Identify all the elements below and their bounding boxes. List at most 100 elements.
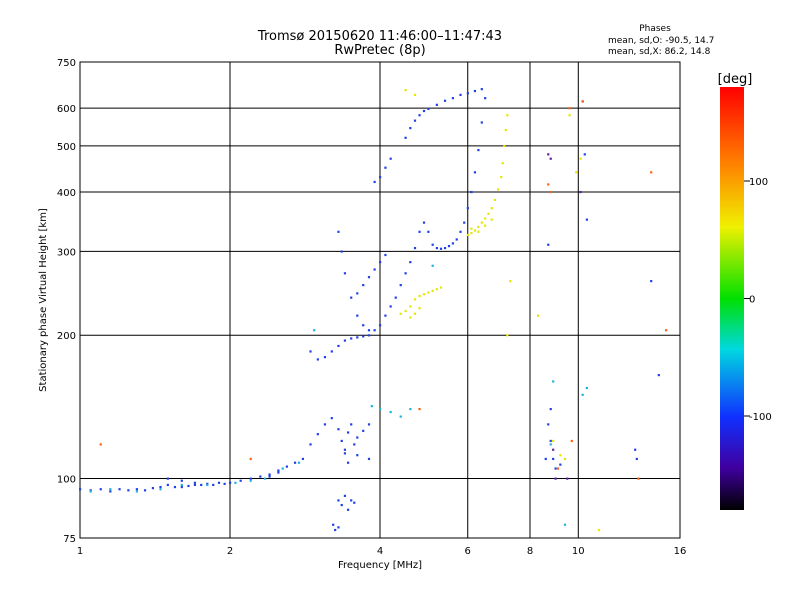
- data-point: [404, 272, 407, 275]
- data-point: [500, 175, 503, 179]
- data-point: [422, 109, 426, 113]
- data-point: [585, 386, 588, 390]
- data-point: [330, 350, 333, 353]
- data-point: [484, 97, 487, 100]
- data-point: [281, 467, 284, 470]
- data-point: [356, 454, 359, 457]
- data-point: [384, 314, 387, 317]
- data-point: [451, 242, 455, 245]
- data-point: [459, 230, 462, 233]
- x-tick-label: 2: [227, 546, 233, 557]
- data-point: [554, 477, 557, 480]
- data-point: [570, 439, 573, 443]
- data-point: [579, 190, 582, 194]
- data-point: [650, 171, 653, 174]
- data-point: [234, 481, 237, 484]
- data-point: [350, 423, 353, 426]
- data-point: [166, 477, 169, 480]
- data-point: [159, 485, 162, 489]
- data-point: [466, 92, 469, 95]
- data-point: [143, 489, 147, 492]
- data-point: [362, 429, 365, 432]
- data-point: [151, 487, 155, 490]
- data-point: [337, 526, 340, 529]
- data-point: [379, 324, 382, 327]
- data-point: [466, 207, 469, 210]
- data-point: [346, 431, 350, 434]
- data-point: [379, 175, 382, 179]
- data-point: [135, 488, 138, 491]
- data-point: [340, 503, 343, 507]
- data-point: [422, 293, 426, 296]
- data-point: [650, 280, 653, 283]
- data-point: [439, 286, 443, 289]
- data-point: [418, 407, 421, 411]
- data-point: [480, 221, 483, 224]
- colorbar-tick-label: 100: [749, 177, 768, 188]
- data-point: [549, 157, 552, 160]
- data-point: [297, 461, 301, 464]
- data-point: [413, 312, 417, 315]
- data-point: [427, 107, 430, 111]
- data-point: [337, 230, 340, 233]
- data-point: [79, 488, 82, 491]
- y-axis-label: Stationary phase Virtual Height [km]: [38, 208, 49, 392]
- data-point: [473, 89, 477, 93]
- data-point: [346, 461, 350, 464]
- data-point: [99, 443, 102, 446]
- data-point: [418, 114, 421, 117]
- data-point: [389, 305, 392, 308]
- data-point: [343, 448, 347, 451]
- data-point: [350, 337, 353, 340]
- data-point: [493, 198, 497, 202]
- data-point: [340, 250, 343, 253]
- grid-lines: [80, 62, 680, 538]
- data-point: [547, 423, 550, 426]
- data-point: [206, 483, 209, 487]
- data-point: [109, 490, 112, 493]
- data-point: [337, 499, 340, 502]
- phase-stats-o: mean, sd,O: -90.5, 14.7: [608, 36, 714, 46]
- data-point: [394, 296, 397, 299]
- colorbar-tick-label: -100: [749, 412, 772, 423]
- data-point: [409, 407, 412, 411]
- data-point: [200, 483, 203, 487]
- data-point: [506, 334, 509, 337]
- data-point: [484, 217, 487, 220]
- data-point: [362, 335, 365, 338]
- data-point: [501, 162, 504, 165]
- data-point: [413, 93, 417, 96]
- x-axis-ticks: 1 2 4 6 8 10 16: [77, 546, 687, 557]
- data-point: [109, 488, 112, 491]
- data-point: [373, 329, 376, 332]
- data-point: [563, 457, 567, 461]
- data-point: [323, 423, 327, 426]
- data-point: [563, 523, 567, 526]
- data-point: [470, 190, 473, 194]
- data-point: [431, 264, 434, 267]
- colorbar-label: [deg]: [718, 72, 753, 87]
- data-point: [350, 499, 353, 502]
- x-tick-label: 1: [77, 546, 83, 557]
- data-point: [353, 501, 356, 504]
- data-point: [350, 296, 353, 299]
- data-point: [554, 467, 557, 470]
- data-point: [285, 465, 288, 468]
- data-point: [490, 218, 493, 221]
- data-point: [343, 452, 347, 455]
- data-point: [223, 482, 226, 485]
- data-point: [337, 428, 340, 431]
- data-point: [99, 488, 102, 491]
- data-point: [581, 393, 584, 396]
- data-point: [585, 218, 588, 221]
- data-point: [89, 490, 92, 493]
- data-point: [309, 350, 312, 353]
- data-point: [159, 488, 162, 491]
- data-point: [389, 157, 392, 160]
- data-point: [455, 238, 458, 241]
- data-point: [373, 180, 376, 184]
- data-point: [367, 457, 371, 461]
- data-point: [657, 374, 660, 377]
- data-point: [367, 334, 371, 337]
- data-point: [547, 183, 550, 186]
